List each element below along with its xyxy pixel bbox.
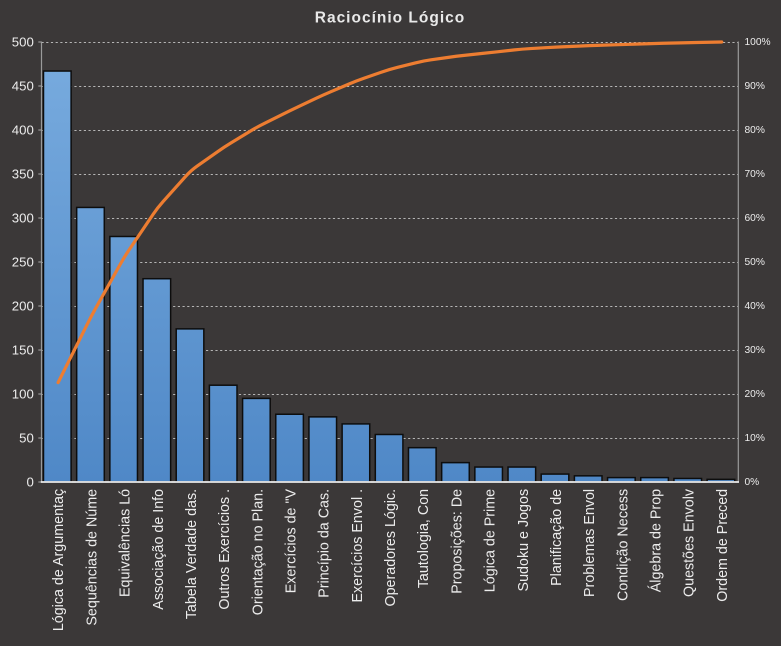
svg-text:Condição Necess: Condição Necess — [615, 489, 631, 601]
svg-text:Princípio da Cas.: Princípio da Cas. — [317, 489, 333, 598]
svg-text:Planificação de: Planificação de — [549, 489, 565, 586]
svg-text:Outros Exercícios .: Outros Exercícios . — [217, 489, 233, 610]
svg-text:100%: 100% — [745, 37, 771, 48]
svg-text:10%: 10% — [745, 433, 765, 444]
svg-text:100: 100 — [12, 386, 34, 401]
svg-text:200: 200 — [12, 298, 34, 313]
svg-text:90%: 90% — [745, 81, 765, 92]
svg-text:450: 450 — [12, 78, 34, 93]
svg-text:50: 50 — [19, 430, 34, 445]
svg-text:Operadores Lógic.: Operadores Lógic. — [383, 489, 399, 607]
svg-text:350: 350 — [12, 166, 34, 181]
svg-text:Orientação no Plan.: Orientação no Plan. — [250, 489, 266, 615]
svg-text:70%: 70% — [745, 169, 765, 180]
svg-text:0: 0 — [26, 474, 33, 489]
svg-text:50%: 50% — [745, 257, 765, 268]
svg-text:80%: 80% — [745, 125, 765, 136]
svg-text:Sudoku e Jogos: Sudoku e Jogos — [516, 489, 532, 592]
svg-text:Raciocínio Lógico: Raciocínio Lógico — [315, 10, 465, 27]
svg-text:Lógica de Argumentaç: Lógica de Argumentaç — [51, 489, 67, 631]
svg-text:30%: 30% — [745, 345, 765, 356]
svg-text:20%: 20% — [745, 389, 765, 400]
svg-text:500: 500 — [12, 34, 34, 49]
svg-text:40%: 40% — [745, 301, 765, 312]
svg-text:60%: 60% — [745, 213, 765, 224]
svg-text:Associação de Info: Associação de Info — [151, 489, 167, 610]
svg-text:Equivalências Ló: Equivalências Ló — [118, 489, 134, 597]
svg-text:400: 400 — [12, 122, 34, 137]
svg-text:Proposições: De: Proposições: De — [449, 489, 465, 594]
svg-text:150: 150 — [12, 342, 34, 357]
svg-text:Tautologia, Con: Tautologia, Con — [416, 489, 432, 588]
svg-text:Tabela Verdade das.: Tabela Verdade das. — [184, 489, 200, 619]
svg-text:Problemas Envol: Problemas Envol — [582, 489, 598, 597]
svg-text:Questões Envolv: Questões Envolv — [682, 488, 698, 597]
svg-text:Exercícios Envol .: Exercícios Envol . — [350, 489, 366, 603]
svg-text:250: 250 — [12, 254, 34, 269]
svg-text:Exercícios de "V: Exercícios de "V — [284, 488, 300, 593]
svg-text:Álgebra de Prop: Álgebra de Prop — [647, 489, 664, 592]
svg-text:300: 300 — [12, 210, 34, 225]
svg-text:Ordem de Preced: Ordem de Preced — [715, 489, 731, 602]
svg-text:Sequências de Núme: Sequências de Núme — [84, 489, 100, 626]
svg-text:0%: 0% — [745, 477, 760, 488]
svg-text:Lógica de Prime: Lógica de Prime — [483, 489, 499, 592]
